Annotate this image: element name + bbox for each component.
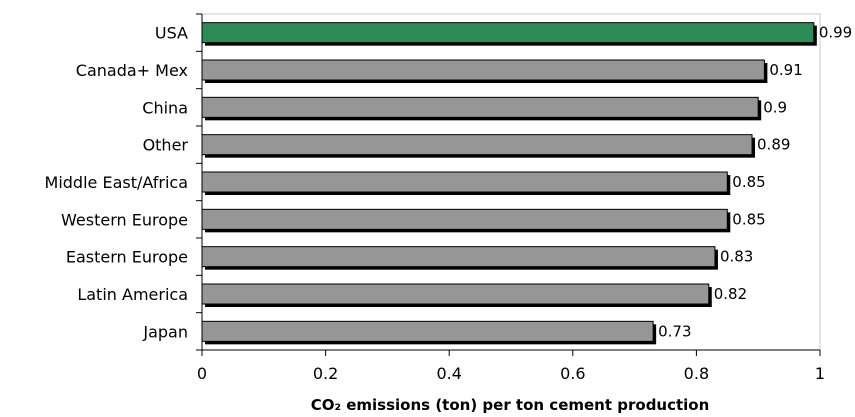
category-label: Middle East/Africa bbox=[45, 173, 188, 192]
x-axis-title: CO₂ emissions (ton) per ton cement produ… bbox=[311, 396, 710, 414]
plot-area: USA 0.99 Canada+ Mex 0.91 China 0.9 Other 0.89 M… bbox=[45, 13, 852, 383]
x-tick-label: 0.2 bbox=[313, 364, 338, 383]
category-label: Other bbox=[143, 136, 189, 155]
category-label: USA bbox=[155, 24, 188, 43]
category-label: Canada+ Mex bbox=[76, 61, 188, 80]
category-label: Eastern Europe bbox=[66, 248, 188, 267]
bar-china bbox=[201, 96, 759, 118]
x-tick-label: 0.6 bbox=[560, 364, 585, 383]
bar-latin-america bbox=[201, 283, 710, 305]
x-tick-label: 0.8 bbox=[684, 364, 709, 383]
x-tick-label: 0.4 bbox=[436, 364, 461, 383]
category-label: Western Europe bbox=[61, 210, 188, 229]
bar-eastern-europe bbox=[201, 246, 716, 268]
bar-usa bbox=[201, 22, 815, 44]
data-label: 0.91 bbox=[769, 61, 802, 79]
category-label: Japan bbox=[142, 322, 188, 341]
bar-other bbox=[201, 134, 753, 156]
data-label: 0.89 bbox=[757, 136, 790, 154]
data-label: 0.99 bbox=[819, 24, 852, 42]
bar-japan bbox=[201, 320, 654, 342]
category-label: China bbox=[142, 98, 188, 117]
bar-canada-mex bbox=[201, 59, 765, 81]
data-label: 0.82 bbox=[714, 285, 747, 303]
x-tick-label: 0 bbox=[197, 364, 207, 383]
bar-middle-east-africa bbox=[201, 171, 728, 193]
data-label: 0.85 bbox=[732, 173, 765, 191]
data-label: 0.73 bbox=[658, 322, 691, 340]
bar-western-europe bbox=[201, 208, 728, 230]
category-label: Latin America bbox=[77, 285, 188, 304]
data-label: 0.9 bbox=[763, 98, 787, 116]
data-label: 0.85 bbox=[732, 210, 765, 228]
data-label: 0.83 bbox=[720, 248, 753, 266]
x-tick-label: 1 bbox=[815, 364, 825, 383]
